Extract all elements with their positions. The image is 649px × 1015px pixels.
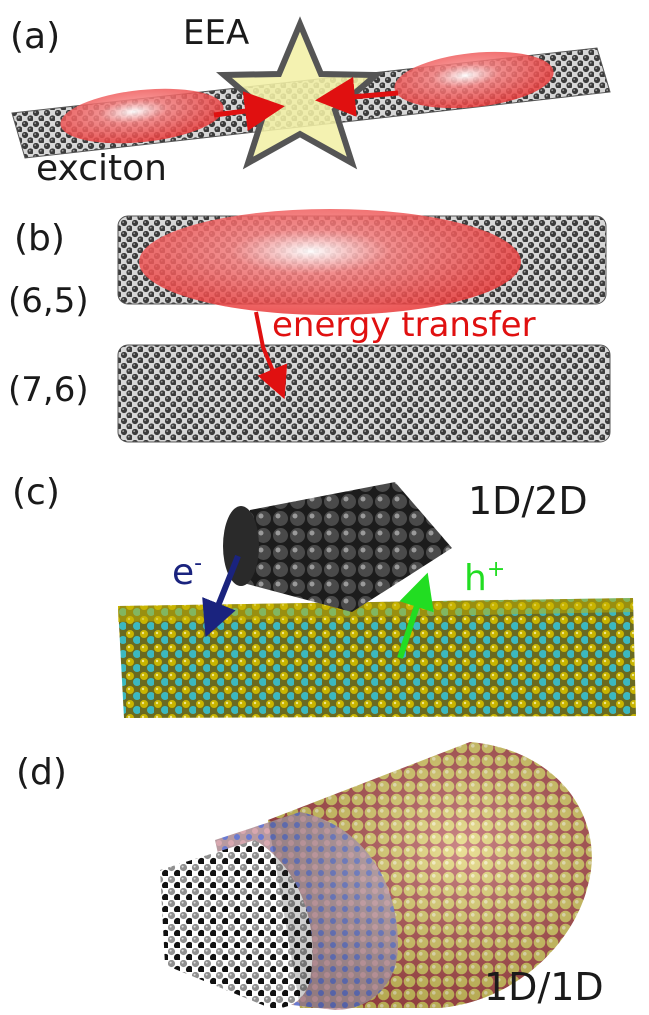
- 2d-substrate: [118, 598, 636, 718]
- nanotube-7-6: [117, 344, 611, 443]
- panel-c: (c) 1D/2D e- h+: [12, 472, 636, 718]
- panel-c-label: (c): [12, 472, 60, 513]
- hole-arrow: [397, 572, 434, 659]
- tube-6-5-label: (6,5): [8, 281, 89, 321]
- hole-text: h+: [464, 557, 505, 599]
- panel-a: (a) EEA exciton: [10, 13, 611, 189]
- arrow-right-exciton: [315, 76, 399, 117]
- exciton-right: [394, 51, 554, 109]
- panel-d: (d) 1D/1D: [16, 742, 604, 1010]
- dim-1d2d-text: 1D/2D: [468, 479, 588, 523]
- panel-b: (b) energy transfer (6,5) (7,6): [8, 209, 611, 443]
- tube-7-6-label: (7,6): [8, 370, 89, 410]
- eea-text: EEA: [183, 13, 249, 53]
- electron-arrow: [202, 554, 241, 638]
- arrow-left-exciton: [213, 91, 285, 131]
- inner-core: [160, 840, 313, 1009]
- panel-b-label: (b): [14, 218, 65, 259]
- nanotube-c: [232, 482, 452, 612]
- energy-transfer-arrow: [254, 311, 288, 400]
- electron-text: e-: [172, 551, 202, 593]
- panel-d-label: (d): [16, 752, 67, 793]
- substrate-top-edge: [118, 598, 633, 622]
- exciton-text: exciton: [36, 148, 167, 189]
- outer-shell-shading: [268, 742, 592, 1008]
- panel-a-label: (a): [10, 16, 60, 57]
- dim-1d1d-text: 1D/1D: [484, 965, 604, 1009]
- exciton-b: [139, 209, 521, 315]
- energy-transfer-text: energy transfer: [272, 305, 536, 345]
- exciton-left: [60, 88, 224, 144]
